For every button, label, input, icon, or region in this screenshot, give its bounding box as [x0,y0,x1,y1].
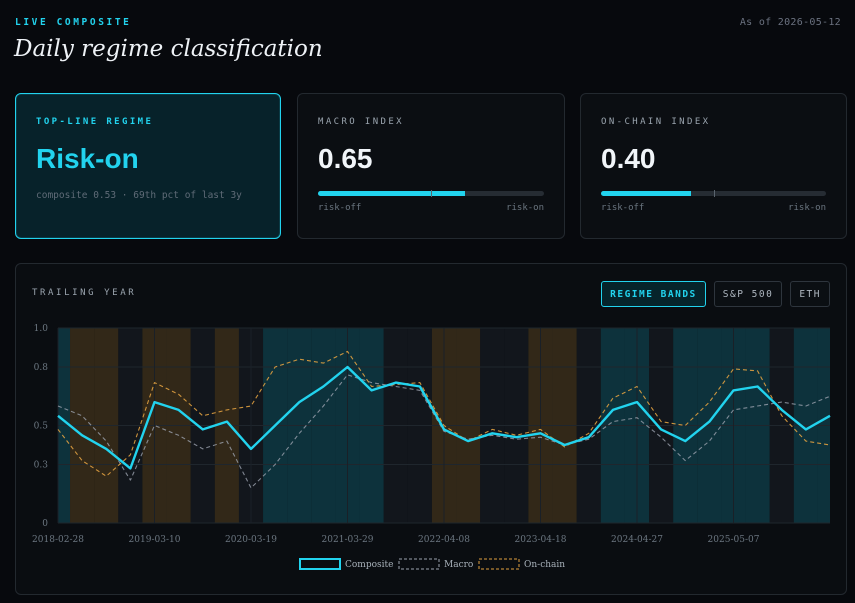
onchain-low-label: risk-off [601,203,645,213]
macro-low-label: risk-off [318,203,362,213]
onchain-card-label: ON-CHAIN INDEX [601,117,711,127]
macro-level-bar [318,190,544,197]
series-line-on-chain [57,350,831,477]
x-tick-label: 2021-03-29 [322,535,374,545]
regime-card-label: TOP-LINE REGIME [36,117,154,127]
legend-label: Macro [444,560,473,570]
macro-value: 0.65 [318,143,373,174]
y-tick-label: 1.0 [34,324,49,334]
macro-level-fill [318,191,465,196]
x-tick-label: 2025-05-07 [708,535,760,545]
legend-swatch [299,558,341,570]
regime-chart: 0 0.3 0.5 0.8 1.0 2018-02-28 2019-03-10 2020-03… [32,324,831,570]
as-of-date: As of 2026-05-12 [739,17,841,28]
x-tick-label: 2019-03-10 [129,535,181,545]
section-eyebrow: LIVE COMPOSITE [15,17,132,28]
tab-sp500[interactable]: S&P 500 [713,281,783,307]
trailing-year-panel: 0 0.3 0.5 0.8 1.0 2018-02-28 2019-03-10 2020-03… [15,263,847,595]
macro-card-label: MACRO INDEX [318,117,405,127]
onchain-value: 0.40 [601,143,656,174]
page-title: Daily regime classification [14,36,323,62]
series-line-macro [57,374,831,489]
onchain-high-label: risk-on [788,203,826,213]
legend-swatch [478,558,520,570]
x-tick-label: 2022-04-08 [418,535,470,545]
macro-index-card: MACRO INDEX 0.65 risk-off risk-on [297,93,565,239]
x-tick-label: 2023-04-18 [515,535,567,545]
regime-card: TOP-LINE REGIME Risk-on composite 0.53 ·… [15,93,281,239]
macro-midpoint-marker [431,190,432,197]
onchain-index-card: ON-CHAIN INDEX 0.40 risk-off risk-on [580,93,847,239]
y-tick-label: 0.5 [34,422,49,432]
onchain-level-fill [601,191,691,196]
y-tick-label: 0 [42,519,48,529]
x-tick-label: 2020-03-19 [225,535,277,545]
onchain-level-bar [601,190,826,197]
chart-panel-label: TRAILING YEAR [32,288,137,298]
y-tick-label: 0.8 [34,363,49,373]
y-tick-label: 0.3 [34,461,49,471]
tab-regime-bands[interactable]: REGIME BANDS [601,281,706,307]
macro-high-label: risk-on [506,203,544,213]
legend-label: Composite [345,560,393,570]
series-line-composite [57,365,831,470]
regime-subtext: composite 0.53 · 69th pct of last 3y [36,190,242,201]
tab-eth[interactable]: ETH [790,281,830,307]
legend-label: On-chain [524,560,565,570]
x-tick-label: 2018-02-28 [32,535,84,545]
onchain-midpoint-marker [713,190,715,197]
legend-swatch [398,558,440,570]
x-tick-label: 2024-04-27 [611,535,663,545]
regime-value: Risk-on [36,143,139,174]
chart-view-tabs: REGIME BANDS S&P 500 ETH [601,281,830,307]
